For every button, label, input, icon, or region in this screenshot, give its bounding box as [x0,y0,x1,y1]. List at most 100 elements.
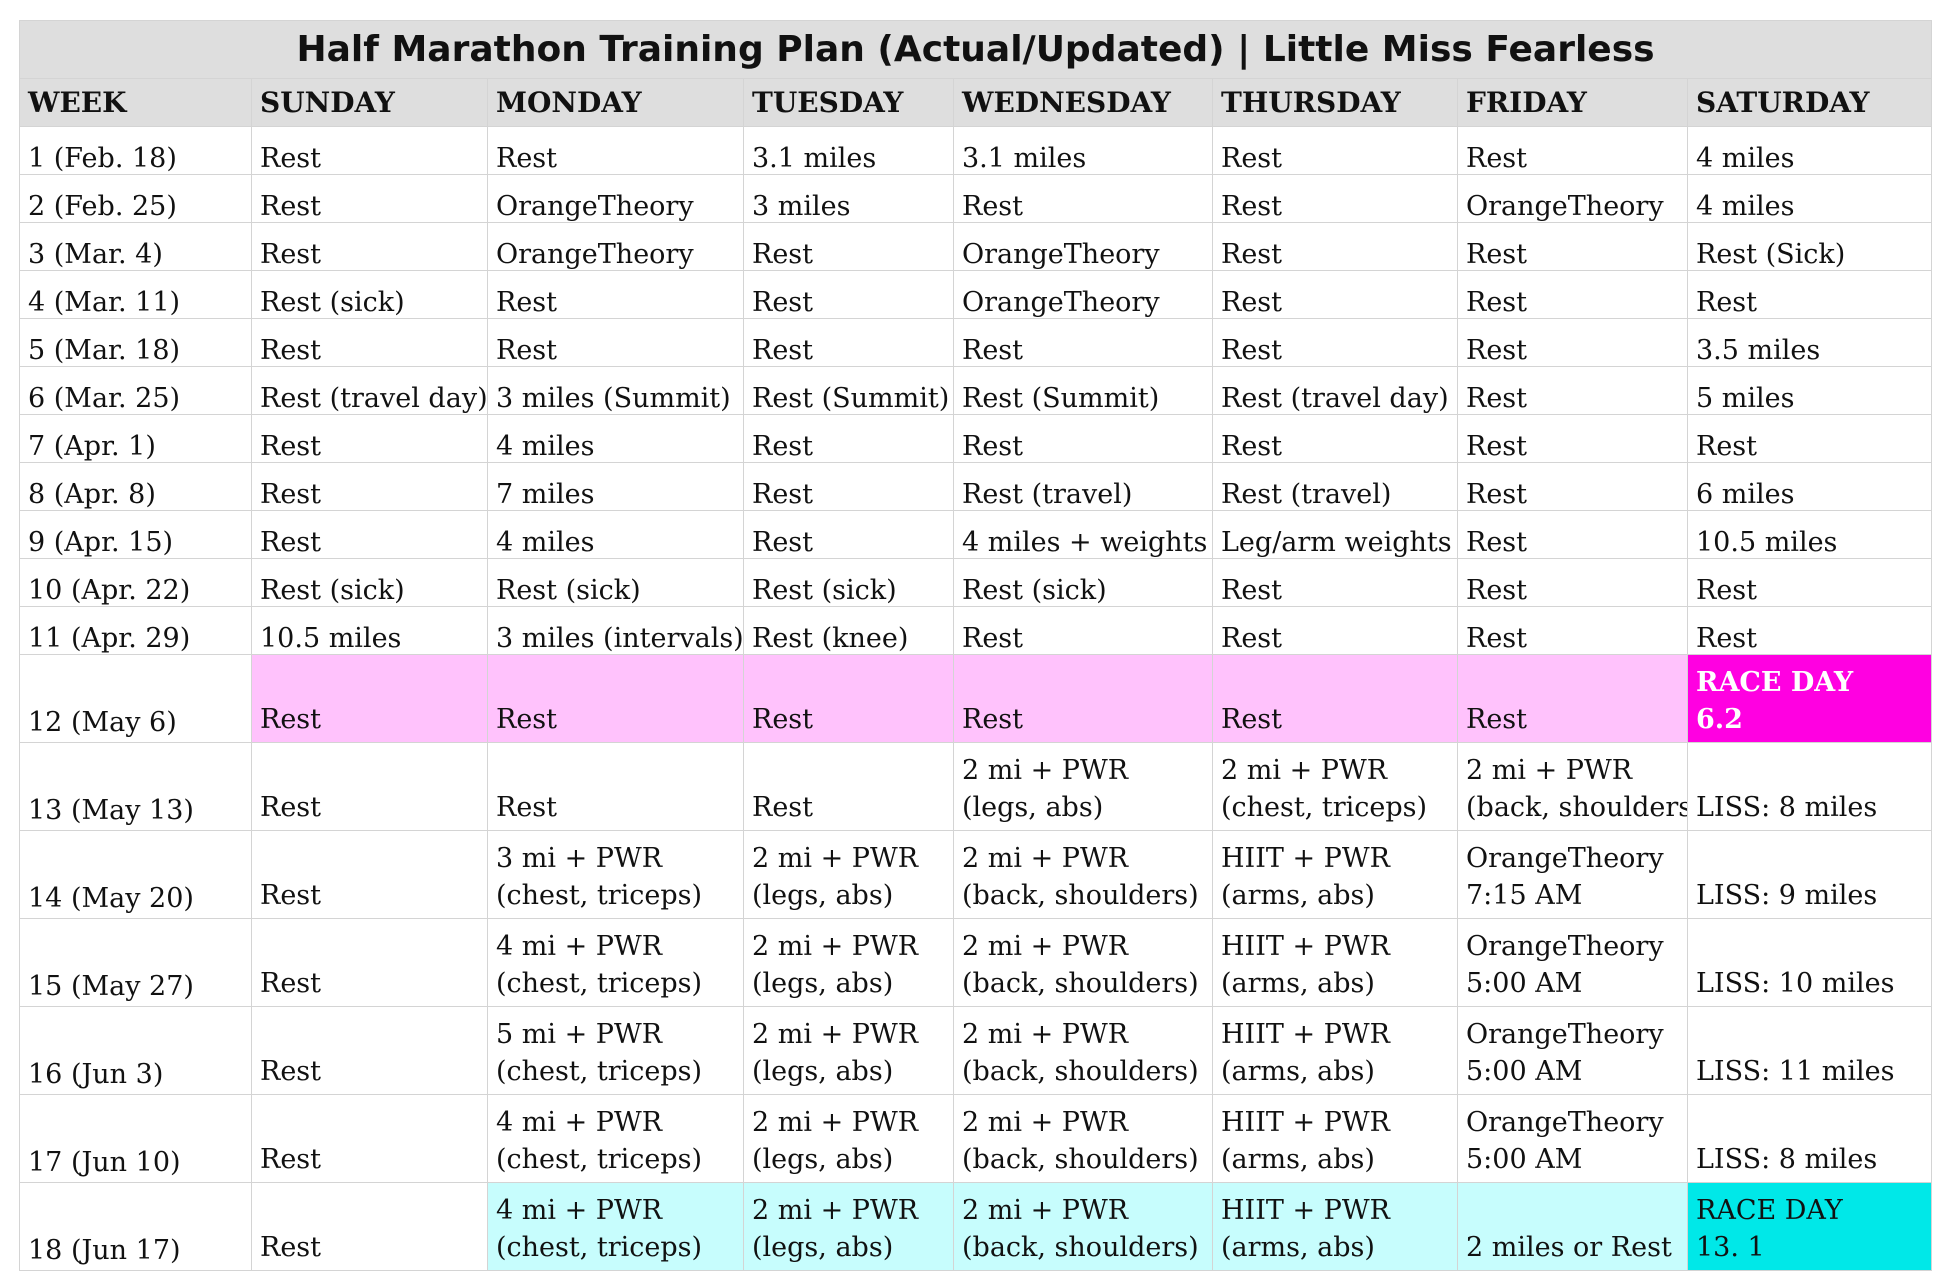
day-cell-friday[interactable]: OrangeTheory 7:15 AM [1457,830,1688,919]
day-cell-thursday[interactable]: HIIT + PWR (arms, abs) [1212,918,1458,1007]
day-cell-friday[interactable]: Rest [1457,270,1688,319]
day-cell-wednesday[interactable]: 2 mi + PWR (legs, abs) [953,742,1213,831]
day-cell-friday[interactable]: Rest [1457,366,1688,415]
day-cell-wednesday[interactable]: 2 mi + PWR (back, shoulders) [953,1094,1213,1183]
day-cell-wednesday[interactable]: Rest (travel) [953,462,1213,511]
day-cell-sunday[interactable]: Rest [251,222,488,271]
day-cell-thursday[interactable]: Rest (travel day) [1212,366,1458,415]
day-cell-tuesday[interactable]: 3 miles [743,174,954,223]
week-cell[interactable]: 7 (Apr. 1) [19,414,252,463]
day-cell-friday[interactable]: Rest [1457,414,1688,463]
day-cell-friday[interactable]: Rest [1457,126,1688,175]
day-cell-sunday[interactable]: Rest [251,1006,488,1095]
day-cell-thursday[interactable]: Rest [1212,222,1458,271]
day-cell-saturday[interactable]: 4 miles [1686,126,1933,175]
day-cell-tuesday[interactable]: Rest (Summit) [743,366,954,415]
day-cell-tuesday[interactable]: Rest [743,318,954,367]
day-cell-sunday[interactable]: Rest (sick) [251,558,488,607]
day-cell-saturday[interactable]: LISS: 8 miles [1686,1094,1933,1183]
day-cell-monday[interactable]: 5 mi + PWR (chest, triceps) [487,1006,744,1095]
day-cell-sunday[interactable]: Rest [251,462,488,511]
day-cell-monday[interactable]: 3 miles (intervals) [487,606,744,655]
day-cell-tuesday[interactable]: 2 mi + PWR (legs, abs) [743,830,954,919]
header-wednesday[interactable]: WEDNESDAY [953,78,1213,127]
day-cell-saturday[interactable]: 10.5 miles [1686,510,1933,559]
week-cell[interactable]: 5 (Mar. 18) [19,318,252,367]
day-cell-wednesday[interactable]: OrangeTheory [953,270,1213,319]
day-cell-sunday[interactable]: Rest [251,918,488,1007]
week-cell[interactable]: 3 (Mar. 4) [19,222,252,271]
day-cell-friday[interactable]: 2 miles or Rest [1457,1182,1688,1271]
header-sunday[interactable]: SUNDAY [251,78,488,127]
header-week[interactable]: WEEK [19,78,252,127]
day-cell-saturday[interactable]: Rest [1686,270,1933,319]
day-cell-wednesday[interactable]: 2 mi + PWR (back, shoulders) [953,1182,1213,1271]
day-cell-monday[interactable]: 7 miles [487,462,744,511]
day-cell-monday[interactable]: 4 miles [487,510,744,559]
day-cell-saturday[interactable]: Rest [1686,414,1933,463]
day-cell-friday[interactable]: Rest [1457,558,1688,607]
day-cell-saturday[interactable]: LISS: 10 miles [1686,918,1933,1007]
week-cell[interactable]: 6 (Mar. 25) [19,366,252,415]
week-cell[interactable]: 4 (Mar. 11) [19,270,252,319]
day-cell-wednesday[interactable]: 2 mi + PWR (back, shoulders) [953,830,1213,919]
week-cell[interactable]: 13 (May 13) [19,742,252,831]
day-cell-tuesday[interactable]: Rest [743,654,954,743]
day-cell-thursday[interactable]: 2 mi + PWR (chest, triceps) [1212,742,1458,831]
day-cell-saturday[interactable]: 4 miles [1686,174,1933,223]
day-cell-monday[interactable]: Rest [487,742,744,831]
day-cell-tuesday[interactable]: 2 mi + PWR (legs, abs) [743,918,954,1007]
week-cell[interactable]: 8 (Apr. 8) [19,462,252,511]
day-cell-monday[interactable]: 4 mi + PWR (chest, triceps) [487,1182,744,1271]
header-friday[interactable]: FRIDAY [1457,78,1688,127]
day-cell-tuesday[interactable]: Rest [743,270,954,319]
week-cell[interactable]: 18 (Jun 17) [19,1182,252,1271]
day-cell-wednesday[interactable]: Rest [953,606,1213,655]
day-cell-thursday[interactable]: Rest [1212,654,1458,743]
day-cell-friday[interactable]: 2 mi + PWR (back, shoulders) [1457,742,1688,831]
week-cell[interactable]: 16 (Jun 3) [19,1006,252,1095]
day-cell-wednesday[interactable]: Rest [953,414,1213,463]
day-cell-tuesday[interactable]: Rest [743,462,954,511]
day-cell-sunday[interactable]: Rest [251,510,488,559]
day-cell-friday[interactable]: Rest [1457,222,1688,271]
day-cell-wednesday[interactable]: 2 mi + PWR (back, shoulders) [953,918,1213,1007]
day-cell-thursday[interactable]: HIIT + PWR (arms, abs) [1212,1182,1458,1271]
week-cell[interactable]: 10 (Apr. 22) [19,558,252,607]
day-cell-thursday[interactable]: Rest [1212,318,1458,367]
week-cell[interactable]: 17 (Jun 10) [19,1094,252,1183]
day-cell-saturday[interactable]: 6 miles [1686,462,1933,511]
week-cell[interactable]: 12 (May 6) [19,654,252,743]
day-cell-monday[interactable]: 4 mi + PWR (chest, triceps) [487,918,744,1007]
day-cell-saturday[interactable]: LISS: 8 miles [1686,742,1933,831]
day-cell-friday[interactable]: OrangeTheory 5:00 AM [1457,918,1688,1007]
day-cell-sunday[interactable]: Rest [251,830,488,919]
day-cell-friday[interactable]: OrangeTheory 5:00 AM [1457,1006,1688,1095]
week-cell[interactable]: 9 (Apr. 15) [19,510,252,559]
week-cell[interactable]: 11 (Apr. 29) [19,606,252,655]
day-cell-tuesday[interactable]: Rest [743,510,954,559]
day-cell-friday[interactable]: OrangeTheory [1457,174,1688,223]
week-cell[interactable]: 1 (Feb. 18) [19,126,252,175]
day-cell-thursday[interactable]: Rest [1212,270,1458,319]
day-cell-saturday[interactable]: RACE DAY 6.2 [1686,654,1933,743]
day-cell-thursday[interactable]: Rest [1212,558,1458,607]
day-cell-saturday[interactable]: Rest (Sick) [1686,222,1933,271]
day-cell-tuesday[interactable]: Rest [743,742,954,831]
week-cell[interactable]: 14 (May 20) [19,830,252,919]
day-cell-friday[interactable]: Rest [1457,510,1688,559]
day-cell-thursday[interactable]: Leg/arm weights ( [1212,510,1458,559]
week-cell[interactable]: 15 (May 27) [19,918,252,1007]
sheet-title[interactable]: Half Marathon Training Plan (Actual/Upda… [18,20,1933,79]
day-cell-friday[interactable]: Rest [1457,654,1688,743]
day-cell-sunday[interactable]: Rest [251,414,488,463]
day-cell-sunday[interactable]: Rest [251,174,488,223]
day-cell-friday[interactable]: Rest [1457,606,1688,655]
day-cell-thursday[interactable]: HIIT + PWR (arms, abs) [1212,830,1458,919]
day-cell-monday[interactable]: Rest [487,126,744,175]
day-cell-saturday[interactable]: RACE DAY 13. 1 [1686,1182,1933,1271]
day-cell-tuesday[interactable]: Rest [743,414,954,463]
day-cell-wednesday[interactable]: Rest [953,318,1213,367]
header-tuesday[interactable]: TUESDAY [743,78,954,127]
day-cell-thursday[interactable]: HIIT + PWR (arms, abs) [1212,1006,1458,1095]
